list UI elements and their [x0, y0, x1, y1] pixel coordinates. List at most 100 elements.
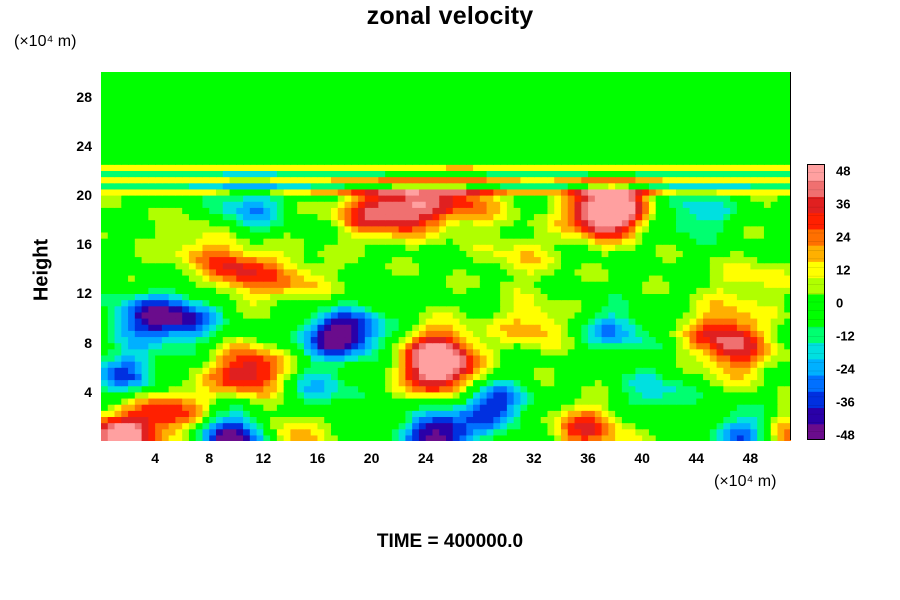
heatmap-cell: [263, 238, 271, 245]
heatmap-cell: [547, 139, 555, 147]
heatmap-cell: [303, 188, 312, 196]
heatmap-cell: [628, 311, 637, 319]
heatmap-cell: [594, 305, 603, 313]
heatmap-cell: [270, 330, 278, 338]
heatmap-cell: [730, 299, 738, 307]
heatmap-cell: [770, 422, 779, 430]
heatmap-cell: [351, 311, 359, 319]
heatmap-cell: [784, 367, 791, 374]
heatmap-cell: [723, 428, 731, 436]
heatmap-cell: [446, 348, 454, 356]
heatmap-cell: [155, 428, 163, 436]
heatmap-cell: [493, 410, 501, 417]
heatmap-cell: [195, 404, 204, 411]
heatmap-cell: [466, 311, 474, 319]
heatmap-cell: [703, 397, 711, 405]
heatmap-cell: [229, 244, 237, 251]
heatmap-cell: [446, 139, 454, 147]
heatmap-cell: [432, 176, 440, 184]
heatmap-cell: [452, 219, 461, 227]
heatmap-cell: [763, 213, 772, 221]
heatmap-cell: [594, 244, 603, 251]
heatmap-cell: [506, 262, 515, 270]
heatmap-cell: [757, 299, 765, 307]
heatmap-cell: [114, 195, 122, 202]
heatmap-cell: [385, 305, 393, 313]
heatmap-cell: [121, 170, 129, 178]
heatmap-cell: [114, 287, 122, 294]
heatmap-cell: [216, 219, 224, 227]
heatmap-cell: [716, 299, 724, 307]
heatmap-cell: [784, 268, 791, 276]
heatmap-cell: [479, 422, 488, 430]
heatmap-cell: [344, 391, 352, 399]
heatmap-cell: [648, 250, 657, 258]
heatmap-cell: [161, 170, 170, 178]
heatmap-cell: [344, 176, 352, 184]
heatmap-cell: [676, 385, 684, 393]
heatmap-cell: [405, 342, 413, 350]
heatmap-cell: [391, 274, 400, 282]
heatmap-cell: [561, 373, 569, 381]
heatmap-cell: [249, 170, 258, 178]
heatmap-cell: [547, 385, 555, 393]
heatmap-cell: [466, 151, 474, 159]
heatmap-cell: [337, 373, 346, 381]
heatmap-cell: [635, 293, 643, 301]
heatmap-cell: [222, 244, 231, 251]
heatmap-cell: [628, 342, 637, 350]
heatmap-cell: [418, 201, 427, 208]
heatmap-cell: [202, 182, 210, 190]
heatmap-cell: [324, 305, 332, 313]
heatmap-cell: [452, 391, 461, 399]
heatmap-cell: [574, 238, 582, 245]
heatmap-cell: [493, 274, 501, 282]
heatmap-cell: [188, 170, 197, 178]
heatmap-cell: [743, 404, 752, 411]
heatmap-cell: [574, 342, 582, 350]
heatmap-cell: [134, 410, 143, 417]
heatmap-cell: [148, 348, 156, 356]
heatmap-cell: [148, 262, 156, 270]
heatmap-cell: [648, 262, 657, 270]
heatmap-cell: [533, 268, 542, 276]
heatmap-cell: [730, 158, 738, 165]
heatmap-cell: [141, 348, 149, 356]
heatmap-cell: [601, 219, 609, 227]
heatmap-cell: [452, 188, 461, 196]
heatmap-cell: [364, 348, 373, 356]
heatmap-cell: [662, 139, 670, 147]
heatmap-cell: [236, 287, 244, 294]
heatmap-cell: [533, 428, 542, 436]
heatmap-cell: [175, 238, 183, 245]
heatmap-cell: [655, 231, 664, 239]
heatmap-cell: [385, 170, 393, 178]
heatmap-cell: [331, 145, 339, 153]
heatmap-cell: [567, 207, 576, 215]
heatmap-cell: [662, 293, 670, 301]
heatmap-cell: [757, 231, 765, 239]
heatmap-cell: [364, 379, 373, 387]
heatmap-cell: [351, 207, 359, 215]
heatmap-cell: [608, 182, 616, 190]
heatmap-cell: [743, 188, 752, 196]
heatmap-cell: [364, 330, 373, 338]
heatmap-cell: [249, 379, 258, 387]
heatmap-cell: [405, 361, 413, 368]
heatmap-cell: [276, 176, 285, 184]
heatmap-cell: [209, 305, 217, 313]
heatmap-cell: [222, 373, 231, 381]
heatmap-cell: [736, 379, 745, 387]
heatmap-cell: [161, 404, 170, 411]
heatmap-cell: [763, 225, 772, 233]
heatmap-cell: [716, 342, 724, 350]
heatmap-cell: [378, 158, 386, 165]
heatmap-cell: [479, 219, 488, 227]
heatmap-cell: [561, 324, 569, 331]
heatmap-cell: [655, 213, 664, 221]
heatmap-cell: [770, 250, 779, 258]
heatmap-cell: [148, 268, 156, 276]
heatmap-cell: [662, 176, 670, 184]
heatmap-cell: [506, 182, 515, 190]
heatmap-cell: [446, 361, 454, 368]
